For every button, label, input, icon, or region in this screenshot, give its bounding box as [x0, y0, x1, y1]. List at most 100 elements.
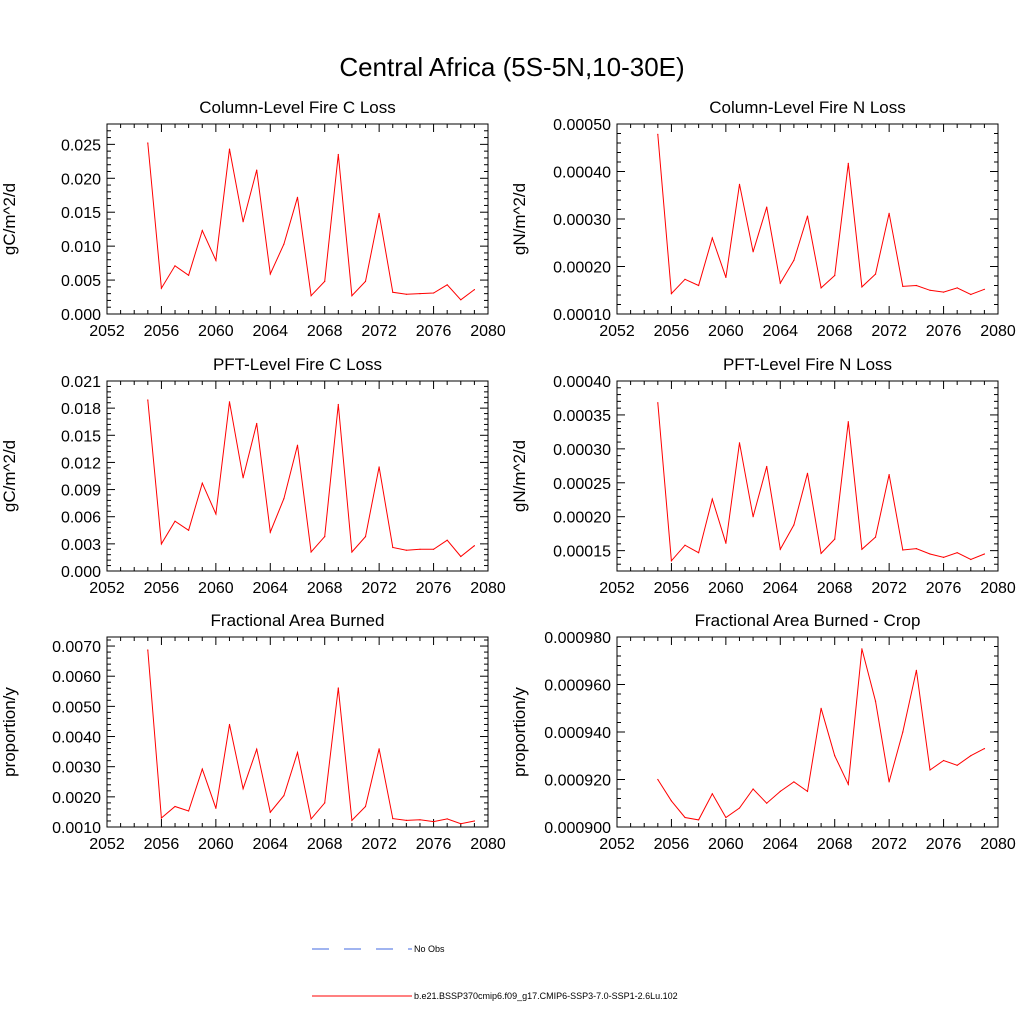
x-tick-label: 2052 — [599, 323, 635, 340]
data-point — [215, 259, 217, 261]
plot-frame — [616, 636, 999, 828]
x-tick-label: 2060 — [198, 323, 234, 340]
y-tick-label: 0.00030 — [553, 212, 611, 229]
panel-2: PFT-Level Fire C Loss gC/m^2/d 2052 2056 206… — [0, 355, 506, 597]
data-point — [684, 278, 686, 280]
x-tick-label: 2060 — [198, 836, 234, 853]
y-tick-label: 0.003 — [61, 537, 101, 554]
data-point — [915, 284, 918, 287]
data-point — [766, 465, 768, 468]
data-point — [874, 273, 877, 275]
data-point — [970, 293, 972, 296]
data-point — [915, 669, 918, 671]
data-point — [201, 482, 203, 484]
y-tick-label: 0.000 — [61, 307, 101, 324]
x-tick-label: 2056 — [144, 580, 180, 597]
data-point — [725, 276, 727, 278]
y-tick-label: 0.015 — [61, 205, 101, 222]
data-point — [670, 560, 673, 562]
y-tick-label: 0.025 — [61, 137, 101, 154]
y-tick-label: 0.00025 — [553, 476, 611, 493]
data-point — [861, 648, 863, 650]
data-point — [834, 274, 836, 277]
x-tick-label: 2068 — [817, 323, 853, 340]
x-tick-label: 2080 — [980, 836, 1016, 853]
panel-title: Column-Level Fire N Loss — [709, 98, 906, 117]
x-tick-label: 2068 — [307, 323, 343, 340]
y-tick-label: 0.00015 — [553, 544, 611, 561]
data-point — [419, 548, 421, 550]
data-point — [215, 513, 217, 515]
x-tick-label: 2056 — [654, 836, 690, 853]
data-point — [670, 800, 673, 802]
data-point — [752, 516, 754, 518]
data-point — [779, 282, 781, 284]
y-tick-label: 0.0050 — [52, 699, 101, 716]
data-point — [698, 284, 700, 287]
data-point — [378, 213, 380, 215]
x-tick-label: 2072 — [361, 580, 397, 597]
data-point — [147, 399, 149, 401]
data-point — [310, 551, 312, 553]
x-tick-label: 2064 — [762, 323, 798, 340]
panel-title: Fractional Area Burned — [211, 611, 385, 630]
x-tick-label: 2076 — [416, 836, 452, 853]
data-point — [337, 153, 339, 156]
x-tick-label: 2076 — [926, 580, 962, 597]
data-point — [956, 552, 958, 554]
data-point — [215, 807, 217, 809]
data-point — [460, 299, 462, 301]
data-point — [725, 542, 727, 544]
data-point — [943, 556, 945, 559]
data-point — [364, 280, 367, 282]
y-axis-label: proportion/y — [510, 687, 529, 777]
data-point — [160, 817, 162, 819]
series-line — [657, 402, 985, 563]
data-point — [847, 421, 849, 423]
y-tick-label: 0.0030 — [52, 760, 101, 777]
x-tick-label: 2064 — [762, 580, 798, 597]
data-point — [929, 553, 931, 555]
data-point — [793, 259, 795, 261]
data-point — [888, 474, 890, 476]
data-point — [711, 793, 713, 795]
x-tick-label: 2064 — [252, 836, 288, 853]
legend-model-label: b.e21.BSSP370cmip6.f09_g17.CMIP6-SSP3-7.… — [414, 991, 678, 1001]
series-line — [147, 399, 475, 558]
data-point — [820, 552, 822, 555]
x-tick-label: 2064 — [252, 323, 288, 340]
data-point — [188, 810, 190, 812]
x-tick-label: 2056 — [654, 323, 690, 340]
data-point — [405, 819, 407, 822]
data-point — [405, 293, 407, 295]
data-point — [698, 552, 700, 554]
data-point — [711, 237, 713, 239]
data-point — [201, 768, 203, 770]
series-line — [657, 648, 985, 821]
data-point — [820, 287, 822, 289]
y-tick-label: 0.000920 — [544, 773, 611, 790]
data-point — [888, 781, 890, 783]
x-tick-label: 2080 — [470, 323, 506, 340]
data-point — [670, 293, 673, 295]
panel-title: PFT-Level Fire C Loss — [213, 355, 382, 374]
data-point — [296, 196, 299, 198]
data-point — [943, 759, 945, 762]
data-point — [283, 498, 285, 500]
y-tick-label: 0.000980 — [544, 630, 611, 647]
data-point — [378, 466, 380, 468]
data-point — [793, 781, 795, 783]
panel-4: Fractional Area Burned proportion/y 2052 20… — [0, 611, 506, 853]
y-tick-label: 0.000960 — [544, 678, 611, 695]
data-point — [806, 215, 809, 217]
x-tick-label: 2060 — [708, 580, 744, 597]
data-point — [766, 206, 768, 208]
y-tick-label: 0.012 — [61, 455, 101, 472]
x-tick-label: 2080 — [980, 323, 1016, 340]
data-point — [188, 529, 190, 531]
data-point — [473, 820, 475, 822]
data-point — [779, 790, 781, 793]
x-tick-label: 2076 — [926, 836, 962, 853]
data-point — [834, 755, 836, 757]
